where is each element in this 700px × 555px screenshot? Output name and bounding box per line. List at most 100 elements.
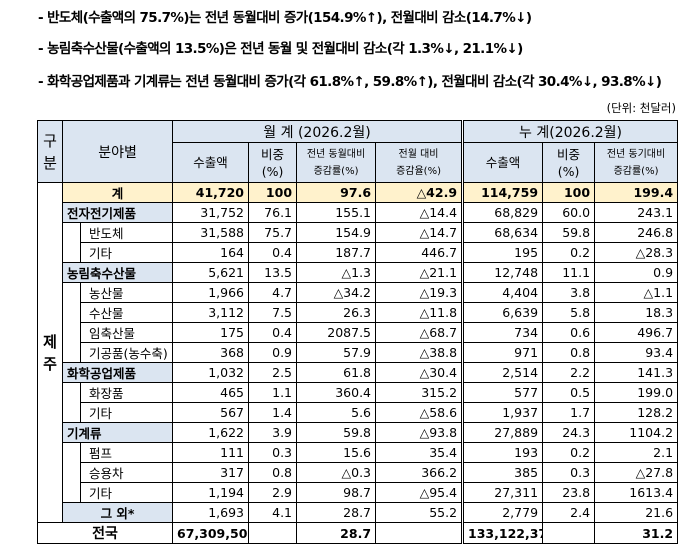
value-cell: 28.7	[296, 502, 377, 523]
value-cell: △68.7	[375, 322, 464, 343]
value-cell: 61.8	[296, 362, 377, 383]
value-cell: 4.1	[248, 502, 298, 523]
unit-note: (단위: 천달러)	[606, 101, 676, 115]
value-cell: 2.9	[248, 482, 298, 503]
header-cell: 수출액	[461, 142, 544, 183]
value-cell: 2,779	[461, 502, 544, 523]
value-cell: 76.1	[248, 202, 298, 223]
value-cell: 4.7	[248, 282, 298, 303]
value-cell: 1.4	[248, 402, 298, 423]
value-cell: △38.8	[375, 342, 464, 363]
value-cell: 15.6	[296, 442, 377, 463]
value-cell: 27,889	[461, 422, 544, 443]
value-cell: 734	[461, 322, 544, 343]
value-cell: 243.1	[594, 202, 679, 223]
header-cell: 누 계(2026.2월)	[461, 120, 679, 143]
value-cell: 0.9	[248, 342, 298, 363]
export-table: 구분 분야별 월 계 (2026.2월) 누 계(2026.2월) 수출액 비중 …	[36, 120, 679, 544]
value-cell: 0.8	[248, 462, 298, 483]
row: 승용차 317 0.8 △0.3 366.2 385 0.3 △27.8	[38, 462, 679, 483]
value-cell: 75.7	[248, 222, 298, 243]
value-cell: 0.2	[542, 242, 596, 263]
row-label: 기계류	[61, 422, 174, 443]
row: 기타 1,194 2.9 98.7 △95.4 27,311 23.8 1613.4	[38, 482, 679, 503]
value-cell	[248, 522, 298, 544]
row: 농림축수산물 5,621 13.5 △1.3 △21.1 12,748 11.1 0.9	[38, 262, 679, 283]
value-cell: 465	[172, 382, 250, 403]
value-cell: 4,404	[461, 282, 544, 303]
row-label: 기타	[79, 402, 174, 423]
value-cell: 360.4	[296, 382, 377, 403]
value-cell: 128.2	[594, 402, 679, 423]
value-cell: 1104.2	[594, 422, 679, 443]
row: 기타 164 0.4 187.7 446.7 195 0.2 △28.3	[38, 242, 679, 263]
value-cell: 55.2	[375, 502, 464, 523]
value-cell: 57.9	[296, 342, 377, 363]
value-cell: 12,748	[461, 262, 544, 283]
row: 농산물 1,966 4.7 △34.2 △19.3 4,404 3.8 △1.1	[38, 282, 679, 363]
value-cell: 100	[542, 182, 596, 203]
row-label: 화학공업제품	[61, 362, 174, 383]
value-cell: 141.3	[594, 362, 679, 383]
value-cell: 0.9	[594, 262, 679, 283]
value-cell: 2,514	[461, 362, 544, 383]
value-cell: 7.5	[248, 302, 298, 323]
value-cell: 98.7	[296, 482, 377, 503]
row-label: 기타	[79, 242, 174, 263]
value-cell: 133,122,377	[461, 522, 544, 544]
value-cell: 1,937	[461, 402, 544, 423]
row-label: 전자전기제품	[61, 202, 174, 223]
value-cell: 97.6	[296, 182, 377, 203]
value-cell: 0.4	[248, 322, 298, 343]
value-cell: 111	[172, 442, 250, 463]
value-cell: 317	[172, 462, 250, 483]
row-label: 임축산물	[79, 322, 174, 343]
bullet: - 화학공업제품과 기계류는 전년 동월대비 증가(각 61.8%↑, 59.8…	[38, 74, 662, 90]
value-cell: 2.5	[248, 362, 298, 383]
indent-cell	[62, 222, 81, 263]
value-cell: 164	[172, 242, 250, 263]
value-cell: 1613.4	[594, 482, 679, 503]
value-cell: 246.8	[594, 222, 679, 243]
value-cell: 68,634	[461, 222, 544, 243]
value-cell: 1,693	[172, 502, 250, 523]
row-label: 반도체	[79, 222, 174, 243]
value-cell: △42.9	[375, 182, 464, 203]
value-cell: △58.6	[375, 402, 464, 423]
value-cell: 971	[461, 342, 544, 363]
row-label: 그 외*	[61, 502, 174, 523]
row: 제주 계 41,720 100 97.6 △42.9 114,759 100 199.4	[37, 182, 679, 523]
value-cell: 567	[172, 402, 250, 423]
value-cell: 199.4	[594, 182, 679, 203]
value-cell: 31,588	[172, 222, 250, 243]
value-cell: 59.8	[296, 422, 377, 443]
row-label: 승용차	[79, 462, 174, 483]
header-cell: 분야별	[61, 120, 174, 183]
value-cell: △14.4	[375, 202, 464, 223]
value-cell: 27,311	[461, 482, 544, 503]
value-cell: 67,309,506	[172, 522, 250, 544]
header-cell: 비중 (%)	[248, 142, 298, 183]
row-label: 농림축수산물	[61, 262, 174, 283]
value-cell: 2.4	[542, 502, 596, 523]
value-cell: 11.1	[542, 262, 596, 283]
value-cell: △1.3	[296, 262, 377, 283]
value-cell: △11.8	[375, 302, 464, 323]
value-cell: △34.2	[296, 282, 377, 303]
row: 화학공업제품 1,032 2.5 61.8 △30.4 2,514 2.2 141.3	[38, 362, 679, 383]
row: 기계류 1,622 3.9 59.8 △93.8 27,889 24.3 1104.2	[38, 422, 679, 443]
value-cell: △30.4	[375, 362, 464, 383]
value-cell: 21.6	[594, 502, 679, 523]
value-cell: 0.8	[542, 342, 596, 363]
value-cell: △27.8	[594, 462, 679, 483]
value-cell: 114,759	[461, 182, 544, 203]
value-cell: 100	[248, 182, 298, 203]
value-cell: 31,752	[172, 202, 250, 223]
row: 전자전기제품 31,752 76.1 155.1 △14.4 68,829 60.0 243.…	[38, 202, 679, 223]
value-cell: △14.7	[375, 222, 464, 243]
row-label: 화장품	[79, 382, 174, 403]
value-cell: 0.2	[542, 442, 596, 463]
value-cell: 446.7	[375, 242, 464, 263]
bullet: - 농림축수산물(수출액의 13.5%)은 전년 동월 및 전월대비 감소(각 …	[38, 41, 523, 57]
